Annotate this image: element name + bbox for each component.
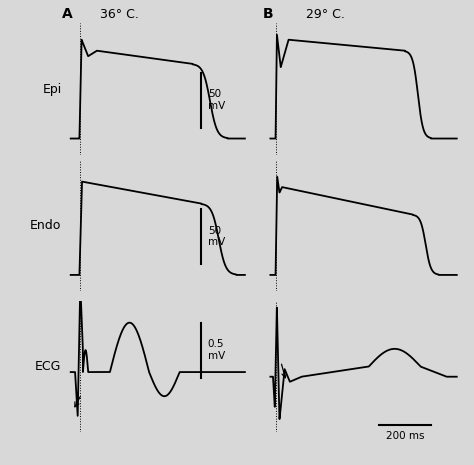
Text: 200 ms: 200 ms bbox=[386, 431, 424, 441]
Text: ECG: ECG bbox=[35, 360, 62, 373]
Text: Endo: Endo bbox=[30, 219, 62, 232]
Text: 50
mV: 50 mV bbox=[208, 89, 225, 111]
Text: Epi: Epi bbox=[42, 83, 62, 96]
Text: 36° C.: 36° C. bbox=[100, 8, 138, 21]
Text: 50
mV: 50 mV bbox=[208, 226, 225, 247]
Text: B: B bbox=[263, 7, 273, 21]
Text: 29° C.: 29° C. bbox=[306, 8, 345, 21]
Text: A: A bbox=[62, 7, 73, 21]
Text: 0.5
mV: 0.5 mV bbox=[208, 339, 225, 361]
